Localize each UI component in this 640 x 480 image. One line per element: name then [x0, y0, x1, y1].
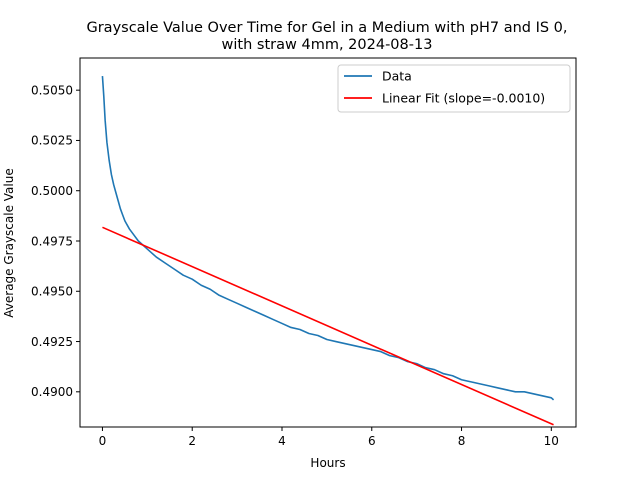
legend-label-linear-fit: Linear Fit (slope=-0.0010)	[382, 91, 545, 106]
x-tick-label: 10	[544, 434, 559, 448]
legend: Data Linear Fit (slope=-0.0010)	[337, 64, 571, 113]
x-tick-label: 2	[188, 434, 196, 448]
chart-title-line1: Grayscale Value Over Time for Gel in a M…	[86, 20, 567, 36]
chart-title-line2: with straw 4mm, 2024-08-13	[222, 37, 433, 53]
y-tick-label: 0.4925	[31, 335, 73, 349]
x-tick-label: 4	[278, 434, 286, 448]
legend-box	[337, 64, 571, 113]
x-tick-label: 0	[99, 434, 107, 448]
x-tick-label: 6	[368, 434, 376, 448]
y-tick-label: 0.4900	[31, 385, 73, 399]
plot-frame	[79, 57, 577, 428]
y-tick-label: 0.4975	[31, 234, 73, 248]
y-tick-label: 0.4950	[31, 285, 73, 299]
linear-fit-line	[102, 226, 554, 426]
x-axis: 0 2 4 6 8 10	[99, 427, 559, 448]
y-axis-label: Average Grayscale Value	[2, 168, 16, 317]
y-axis: 0.4900 0.4925 0.4950 0.4975 0.5000 0.5025 0.50…	[31, 83, 80, 399]
y-tick-label: 0.5050	[31, 83, 73, 97]
data-series-line	[101, 76, 555, 401]
legend-label-data: Data	[382, 69, 412, 84]
x-tick-label: 8	[458, 434, 466, 448]
plot-area	[101, 76, 555, 426]
y-tick-label: 0.5025	[31, 134, 73, 148]
y-tick-label: 0.5000	[31, 184, 73, 198]
x-axis-label: Hours	[310, 456, 345, 470]
